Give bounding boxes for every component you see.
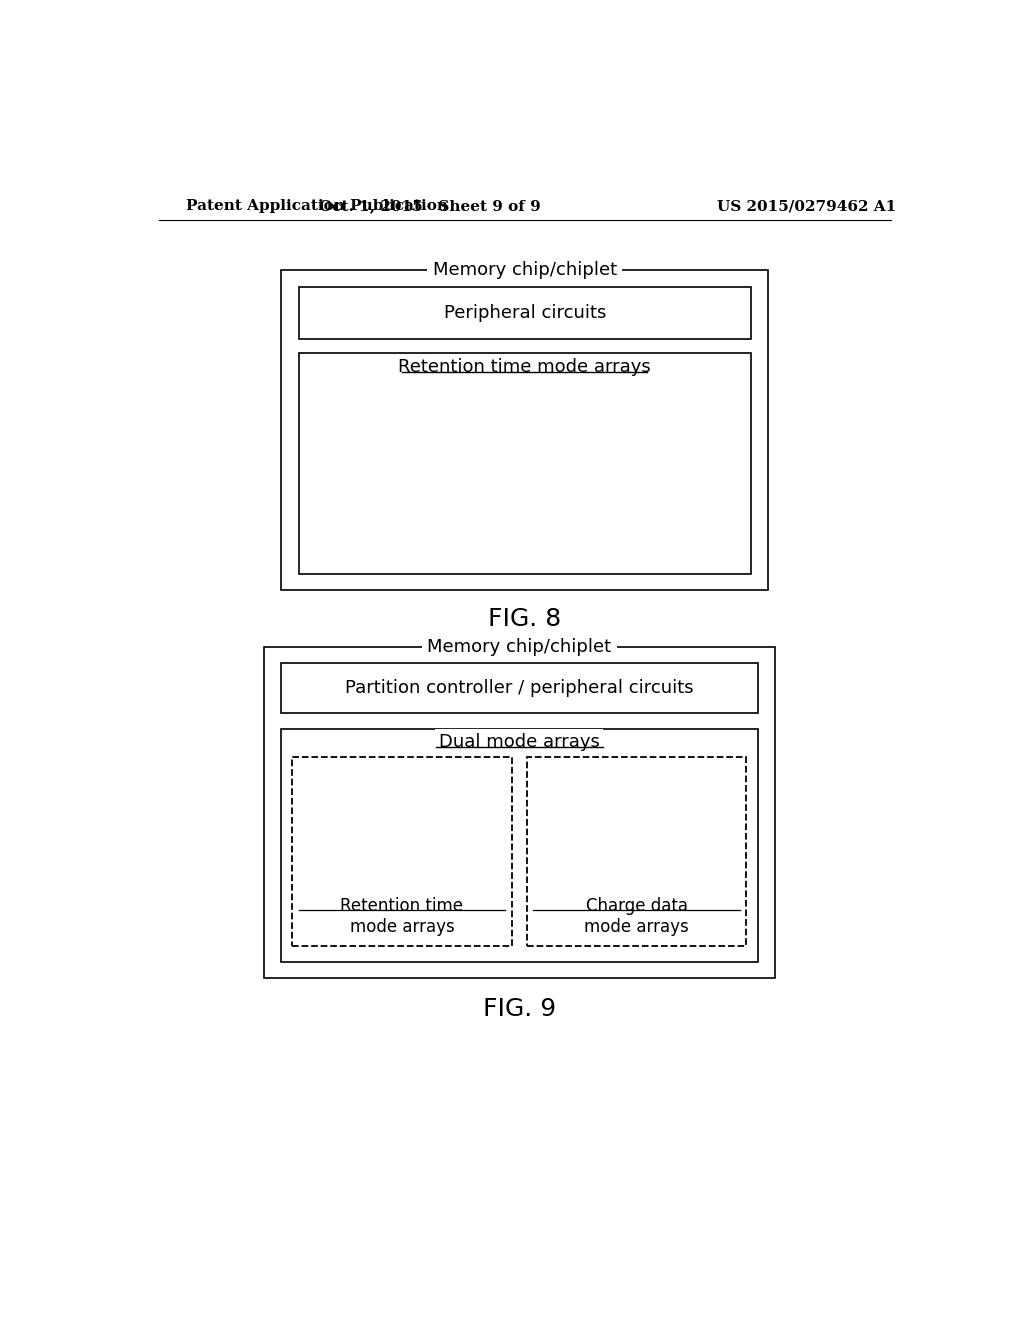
Bar	[299, 286, 751, 339]
Bar	[263, 647, 775, 978]
Bar	[292, 756, 512, 946]
Bar	[281, 663, 758, 713]
Text: Partition controller / peripheral circuits: Partition controller / peripheral circui…	[345, 678, 693, 697]
Text: Memory chip/chiplet: Memory chip/chiplet	[433, 261, 616, 279]
Text: FIG. 8: FIG. 8	[488, 607, 561, 631]
Bar	[299, 354, 751, 574]
Text: Peripheral circuits: Peripheral circuits	[443, 304, 606, 322]
Text: Charge data
mode arrays: Charge data mode arrays	[585, 898, 689, 936]
Text: Dual mode arrays: Dual mode arrays	[439, 733, 600, 751]
Text: Retention time mode arrays: Retention time mode arrays	[398, 358, 651, 376]
Text: Patent Application Publication: Patent Application Publication	[186, 199, 449, 213]
Bar	[281, 729, 758, 961]
Text: Memory chip/chiplet: Memory chip/chiplet	[427, 639, 611, 656]
Bar	[527, 756, 746, 946]
Bar	[282, 271, 768, 590]
Text: US 2015/0279462 A1: US 2015/0279462 A1	[717, 199, 896, 213]
Text: Oct. 1, 2015   Sheet 9 of 9: Oct. 1, 2015 Sheet 9 of 9	[319, 199, 541, 213]
Text: Retention time
mode arrays: Retention time mode arrays	[340, 898, 464, 936]
Text: FIG. 9: FIG. 9	[482, 997, 556, 1022]
